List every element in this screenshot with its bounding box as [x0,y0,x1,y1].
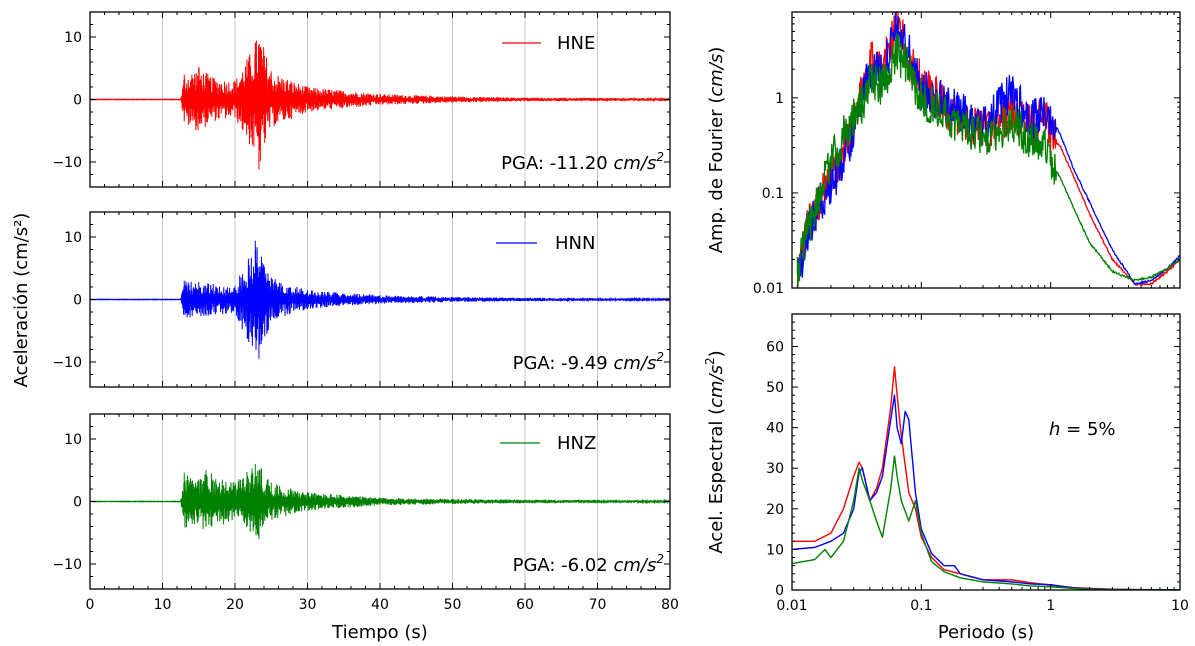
spectral-y-tick-label: 60 [766,339,784,355]
spectral-y-tick-label: 0 [775,583,784,599]
hnn-pga-annotation: PGA: -9.49 cm/s2 [513,350,664,374]
hnn-legend-label: HNN [555,233,595,254]
spectral-x-tick-label: 10 [1171,598,1189,614]
hnz-x-tick-label: 60 [516,597,534,613]
hnn-series-line [89,240,671,359]
hne-pga-annotation: PGA: -11.20 cm/s2 [501,150,664,174]
acceleration-y-axis-label: Aceleración (cm/s²) [11,213,32,388]
hnz-series-line [89,464,671,540]
hnz-axes-frame [89,413,671,590]
hnn-y-tick-label: −10 [52,355,82,371]
hnz-x-tick-label: 0 [86,597,95,613]
spectral-y-axis-label: Acel. Espectral (cm/s2) [703,350,727,553]
hne-legend-label: HNE [557,33,595,54]
hnz-y-tick-label: −10 [52,557,82,573]
hnz-x-tick-label: 10 [154,597,172,613]
spectral-y-tick-label: 20 [766,502,784,518]
fourier-axes-frame [791,11,1181,289]
spectral-y-tick-label: 50 [766,380,784,396]
hnz-pga-annotation: PGA: -6.02 cm/s2 [513,552,664,576]
hnn-y-tick-label: 0 [73,293,82,309]
spectral-panel: 0.01 0.1 1 10 0 10 20 30 40 50 60 Acel. Espectral … [703,313,1189,643]
hnz-y-tick-label: 0 [73,495,82,511]
hnz-panel: 0 10 20 30 40 50 60 70 80 −10 0 10 HNZ PGA: -6.02 c… [52,413,679,613]
hnn-axes-frame [89,211,671,388]
spectral-x-tick-label: 1 [1046,598,1055,614]
hne-axes-frame [89,11,671,188]
fourier-y-tick-label: 1 [775,91,784,107]
fourier-panel: 0.01 0.1 1 Amp. de Fourier (cm/s) [706,11,1181,297]
fourier-series-line [796,33,1181,289]
hnz-x-tick-label: 40 [371,597,389,613]
hne-y-tick-label: −10 [52,155,82,171]
hne-y-tick-label: 0 [73,93,82,109]
hnn-panel: −10 0 10 HNN PGA: -9.49 cm/s2 [52,211,671,388]
hne-y-tick-label: 10 [64,30,82,46]
damping-annotation: h = 5% [1049,419,1116,440]
fourier-series-lines [796,11,1181,289]
hnz-x-tick-label: 50 [444,597,462,613]
hne-ticks: −10 0 10 [52,12,671,187]
spectral-series-line [791,455,1181,591]
hnz-y-tick-label: 10 [64,432,82,448]
hnz-x-tick-label: 20 [226,597,244,613]
hnz-x-tick-label: 80 [661,597,679,613]
hnn-y-tick-label: 10 [64,230,82,246]
hne-panel: −10 0 10 HNE PGA: -11.20 cm/s2 [52,11,671,188]
spectral-x-tick-label: 0.1 [910,598,932,614]
hnz-legend-label: HNZ [557,433,596,454]
fourier-y-tick-label: 0.01 [753,281,784,297]
time-x-axis-label: Tiempo (s) [331,622,428,643]
hnz-x-tick-label: 30 [299,597,317,613]
hne-series-line [89,40,671,170]
spectral-y-tick-label: 30 [766,461,784,477]
fourier-y-axis-label: Amp. de Fourier (cm/s) [706,47,727,254]
period-x-axis-label: Periodo (s) [938,622,1034,643]
spectral-ticks: 0.01 0.1 1 10 0 10 20 30 40 50 60 [766,314,1189,614]
fourier-y-tick-label: 0.1 [762,186,784,202]
spectral-y-tick-label: 40 [766,421,784,437]
hnz-ticks: 0 10 20 30 40 50 60 70 80 −10 0 10 [52,414,679,613]
spectral-y-tick-label: 10 [766,542,784,558]
spectral-x-tick-label: 0.01 [776,598,807,614]
hnz-x-tick-label: 70 [589,597,607,613]
spectral-axes-frame [791,313,1181,591]
